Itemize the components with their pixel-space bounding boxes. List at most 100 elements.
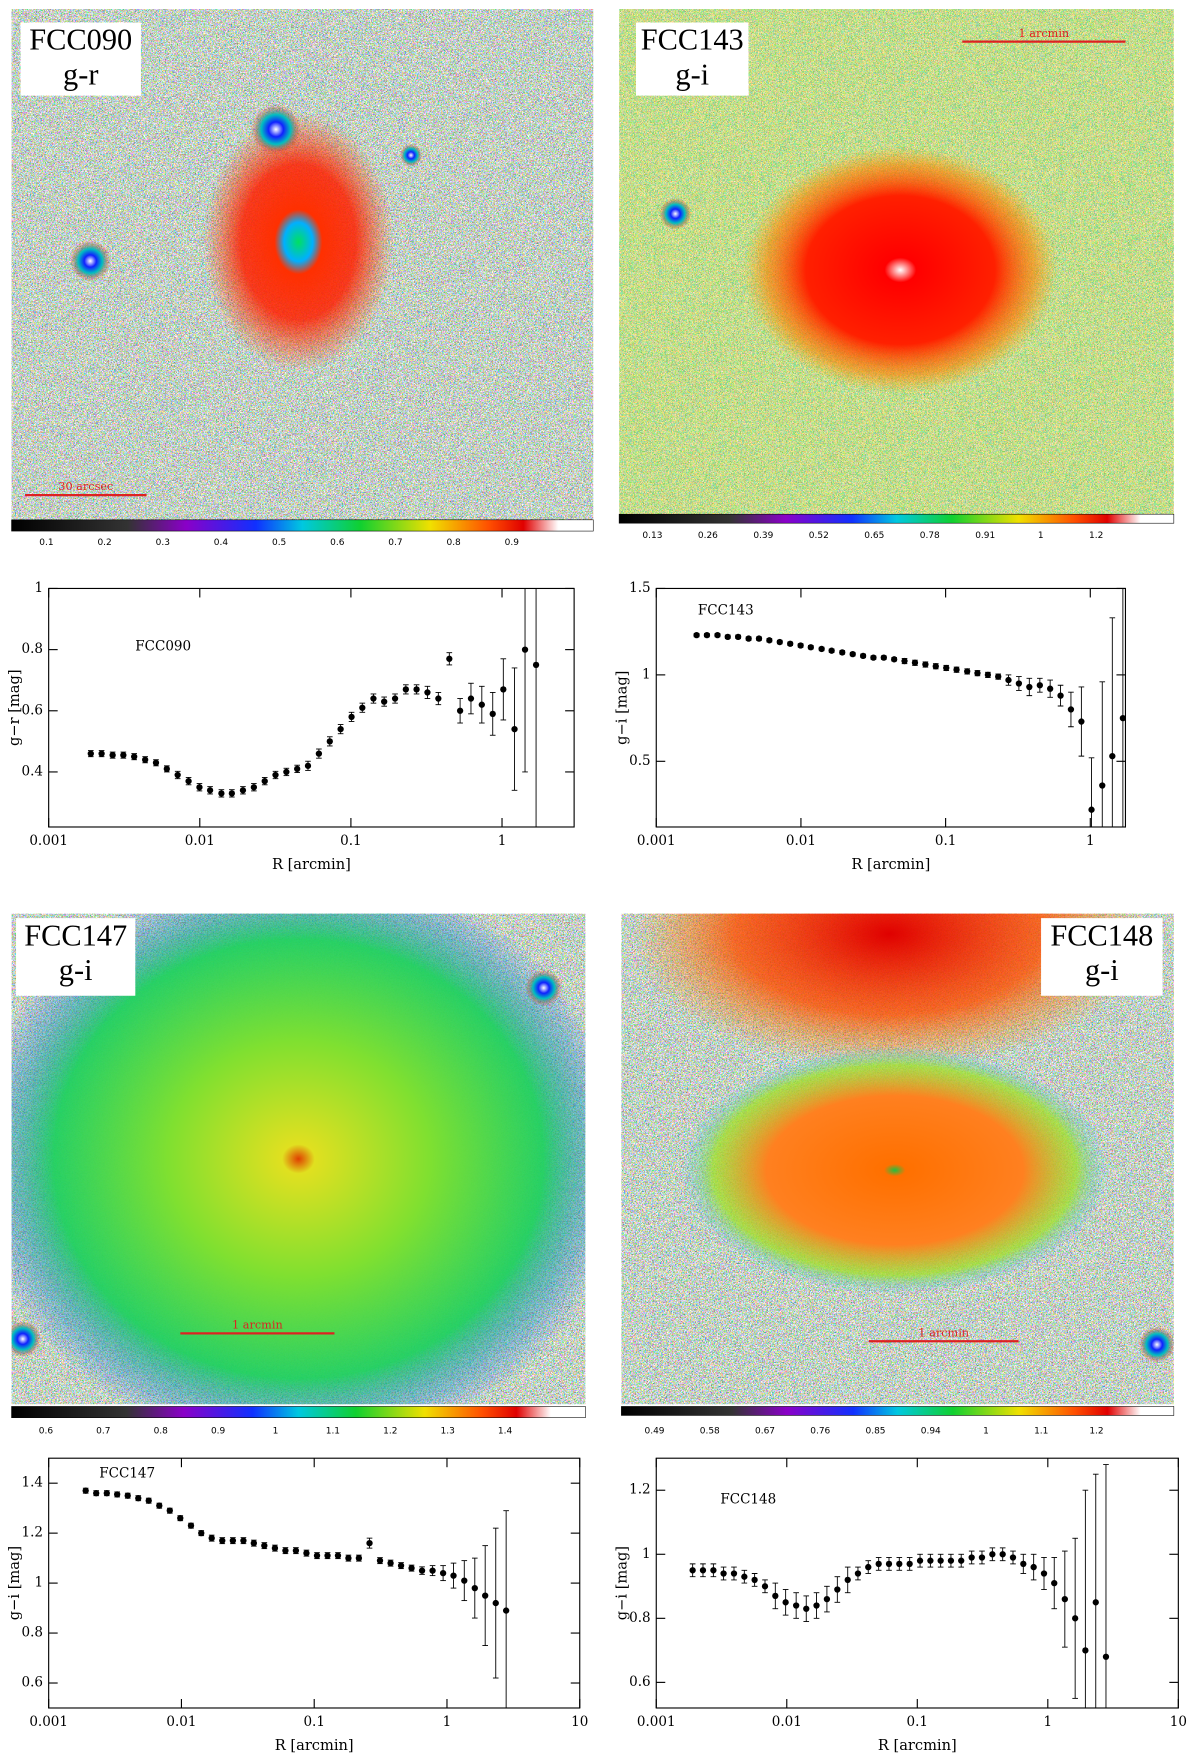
y-tick-label: 0.6 [22, 1675, 43, 1691]
scale-bar-label: 1 arcmin [918, 1326, 969, 1339]
data-point [1036, 682, 1043, 689]
data-point [240, 1537, 247, 1544]
data-point [478, 701, 485, 708]
x-tick-label: 10 [571, 1714, 588, 1730]
data-point [703, 631, 711, 639]
y-tick-label: 0.8 [22, 1625, 43, 1641]
data-point [1061, 1595, 1068, 1603]
x-axis-label: R [arcmin] [851, 856, 930, 873]
data-point [174, 771, 181, 779]
data-point [745, 635, 752, 642]
colorbar [618, 513, 1175, 524]
data-point [500, 686, 507, 693]
data-point [218, 790, 225, 797]
data-point [120, 751, 127, 759]
x-tick-label: 0.1 [303, 1714, 324, 1730]
panel-label: FCC147 [24, 918, 127, 952]
plot-area [693, 588, 1126, 827]
star [251, 104, 301, 155]
y-tick-label: 0.5 [629, 753, 650, 769]
data-point [345, 1554, 352, 1562]
data-point [865, 1563, 872, 1571]
data-point [766, 637, 773, 644]
colorbar-tick-label: 0.6 [39, 1427, 54, 1437]
scale-bar-label: 30 arcsec [58, 480, 113, 493]
colorbar-tick-label: 0.5 [272, 538, 286, 548]
data-point [292, 1547, 300, 1554]
data-point [208, 1534, 215, 1542]
data-point [761, 1583, 769, 1590]
annotation: FCC147 [99, 1465, 155, 1481]
data-point [906, 1560, 913, 1568]
data-point [142, 756, 149, 763]
data-point [446, 655, 453, 662]
data-point [326, 738, 333, 745]
colorbar-tick-label: 1 [1038, 531, 1044, 541]
colorbar-tick-label: 0.2 [97, 538, 111, 548]
x-tick-label: 0.01 [786, 833, 816, 849]
data-point [1119, 714, 1126, 722]
colorbar-tick-label: 0.3 [156, 538, 170, 548]
data-point [366, 1539, 373, 1547]
scale-bar-label: 1 arcmin [232, 1318, 283, 1331]
x-tick-label: 1 [1086, 833, 1095, 849]
y-tick-label: 1 [642, 666, 651, 682]
data-point [964, 668, 971, 675]
y-tick-label: 1 [34, 580, 43, 596]
data-point [93, 1490, 100, 1497]
panel-label: FCC143 [641, 23, 744, 57]
data-point [1088, 806, 1095, 813]
data-point [1009, 1554, 1017, 1561]
data-point [1026, 683, 1033, 691]
y-tick-label: 1.5 [629, 580, 650, 596]
data-point [999, 1551, 1006, 1558]
plot-frame [655, 587, 1127, 828]
galaxy [202, 112, 395, 372]
data-point [880, 654, 887, 661]
star [11, 1320, 41, 1357]
y-tick-label: 0.8 [629, 1610, 650, 1626]
data-point [348, 713, 355, 721]
label-box [20, 22, 141, 96]
colorbar-tick-label: 0.9 [505, 538, 520, 548]
data-point [145, 1497, 152, 1504]
data-point [844, 1576, 851, 1584]
data-point [250, 1539, 257, 1547]
y-tick-label: 1 [34, 1575, 43, 1591]
x-tick-label: 0.001 [637, 1714, 676, 1730]
data-point [1078, 718, 1085, 725]
x-tick-label: 0.001 [29, 833, 68, 849]
panel-band: g-i [675, 58, 709, 92]
label-box [16, 918, 136, 996]
colorbar-tick-label: 1.2 [1089, 1427, 1103, 1437]
colorbar-tick-label: 1.3 [440, 1427, 454, 1437]
data-point [974, 670, 981, 677]
data-point [859, 652, 867, 660]
data-point [261, 777, 268, 785]
galaxy [742, 146, 1058, 394]
colorbar-tick-label: 1.1 [1034, 1427, 1048, 1437]
data-point [1040, 1570, 1048, 1577]
data-point [1082, 1647, 1089, 1654]
data-point [156, 1502, 163, 1509]
galaxy [681, 1046, 1109, 1294]
x-tick-label: 0.01 [166, 1714, 196, 1730]
colorbar [11, 519, 594, 532]
y-tick-label: 0.6 [629, 1674, 650, 1690]
data-point [787, 640, 794, 647]
data-point [239, 787, 247, 794]
y-tick-label: 1.2 [22, 1525, 43, 1541]
star [659, 198, 692, 230]
colorbar-tick-label: 0.76 [810, 1427, 830, 1437]
plot-frame [48, 587, 575, 828]
panel-band: g-i [59, 953, 93, 987]
data-point [429, 1567, 436, 1574]
data-point [324, 1552, 331, 1559]
data-point [166, 1507, 173, 1514]
plot-area [87, 588, 540, 827]
data-point [492, 1599, 499, 1607]
data-point [734, 633, 742, 641]
data-point [461, 1577, 468, 1584]
colorbar-tick-label: 0.78 [920, 531, 940, 541]
star [399, 144, 423, 167]
